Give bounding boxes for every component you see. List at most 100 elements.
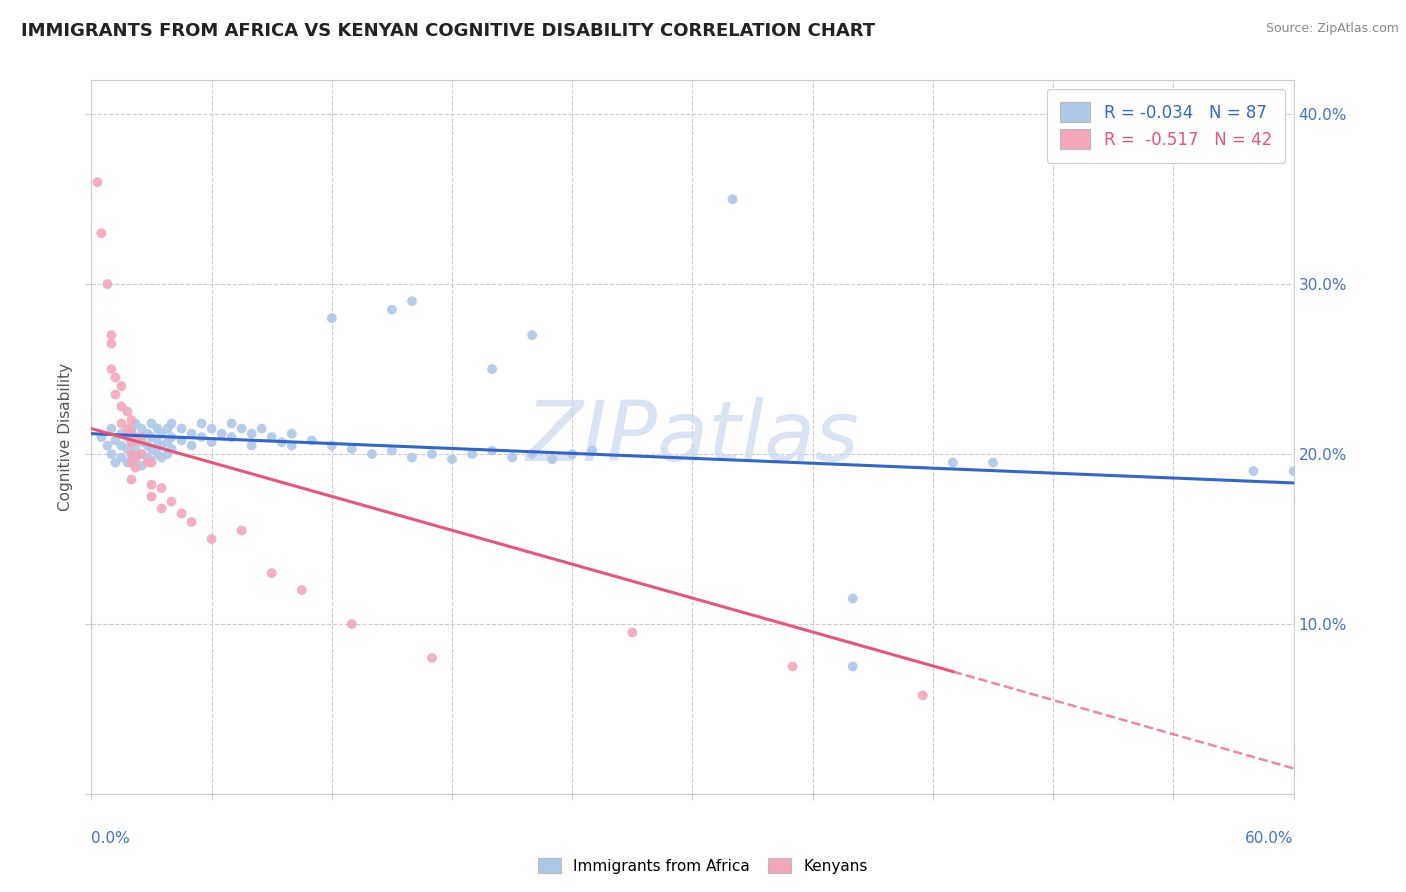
Point: [124, 434, 146, 448]
Point: [150, 481, 173, 495]
Point: [104, 387, 127, 401]
Point: [141, 417, 163, 431]
Point: [121, 456, 143, 470]
Point: [360, 447, 382, 461]
Point: [110, 426, 132, 441]
Point: [841, 591, 863, 606]
Y-axis label: Cognitive Disability: Cognitive Disability: [58, 363, 73, 511]
Point: [136, 456, 159, 470]
Point: [340, 442, 363, 456]
Point: [146, 421, 169, 435]
Point: [131, 447, 153, 461]
Point: [150, 450, 173, 465]
Point: [581, 443, 603, 458]
Point: [841, 659, 863, 673]
Point: [146, 447, 169, 461]
Point: [190, 417, 212, 431]
Point: [124, 430, 146, 444]
Point: [121, 447, 143, 461]
Point: [250, 421, 273, 435]
Point: [260, 430, 283, 444]
Point: [141, 456, 163, 470]
Point: [240, 439, 263, 453]
Point: [221, 417, 243, 431]
Point: [131, 447, 153, 461]
Point: [170, 507, 193, 521]
Point: [270, 435, 292, 450]
Point: [180, 439, 202, 453]
Point: [981, 456, 1004, 470]
Point: [291, 582, 314, 597]
Point: [131, 458, 153, 473]
Point: [221, 430, 243, 444]
Point: [117, 442, 139, 456]
Point: [321, 439, 343, 453]
Point: [110, 379, 132, 393]
Point: [381, 443, 404, 458]
Point: [170, 421, 193, 435]
Point: [100, 447, 122, 461]
Text: IMMIGRANTS FROM AFRICA VS KENYAN COGNITIVE DISABILITY CORRELATION CHART: IMMIGRANTS FROM AFRICA VS KENYAN COGNITI…: [21, 22, 875, 40]
Point: [96, 439, 118, 453]
Point: [281, 439, 304, 453]
Point: [117, 421, 139, 435]
Point: [240, 426, 263, 441]
Point: [141, 477, 163, 491]
Point: [211, 426, 233, 441]
Point: [260, 566, 283, 580]
Point: [301, 434, 323, 448]
Point: [1282, 464, 1305, 478]
Point: [420, 447, 443, 461]
Point: [117, 456, 139, 470]
Point: [121, 456, 143, 470]
Text: ZIPatlas: ZIPatlas: [526, 397, 859, 477]
Point: [100, 336, 122, 351]
Point: [121, 413, 143, 427]
Point: [281, 426, 304, 441]
Point: [121, 447, 143, 461]
Point: [121, 434, 143, 448]
Point: [522, 328, 544, 343]
Point: [160, 442, 183, 456]
Point: [340, 617, 363, 632]
Point: [117, 430, 139, 444]
Point: [201, 532, 224, 546]
Point: [481, 362, 503, 376]
Point: [131, 421, 153, 435]
Point: [621, 625, 644, 640]
Point: [150, 426, 173, 441]
Point: [522, 447, 544, 461]
Point: [121, 435, 143, 450]
Point: [180, 515, 202, 529]
Text: Source: ZipAtlas.com: Source: ZipAtlas.com: [1265, 22, 1399, 36]
Point: [160, 417, 183, 431]
Point: [481, 443, 503, 458]
Point: [190, 430, 212, 444]
Point: [160, 494, 183, 508]
Point: [911, 689, 934, 703]
Legend: R = -0.034   N = 87, R =  -0.517   N = 42: R = -0.034 N = 87, R = -0.517 N = 42: [1047, 88, 1285, 162]
Legend: Immigrants from Africa, Kenyans: Immigrants from Africa, Kenyans: [531, 852, 875, 880]
Point: [146, 435, 169, 450]
Point: [401, 450, 423, 465]
Point: [150, 501, 173, 516]
Point: [90, 430, 112, 444]
Point: [401, 294, 423, 309]
Point: [721, 192, 744, 206]
Point: [136, 426, 159, 441]
Point: [141, 430, 163, 444]
Point: [201, 435, 224, 450]
Text: 0.0%: 0.0%: [91, 831, 131, 846]
Point: [501, 450, 523, 465]
Point: [110, 450, 132, 465]
Point: [156, 421, 179, 435]
Point: [90, 226, 112, 240]
Point: [124, 442, 146, 456]
Point: [942, 456, 965, 470]
Point: [541, 452, 564, 467]
Point: [121, 425, 143, 439]
Point: [170, 434, 193, 448]
Point: [150, 439, 173, 453]
Point: [110, 439, 132, 453]
Text: 60.0%: 60.0%: [1246, 831, 1294, 846]
